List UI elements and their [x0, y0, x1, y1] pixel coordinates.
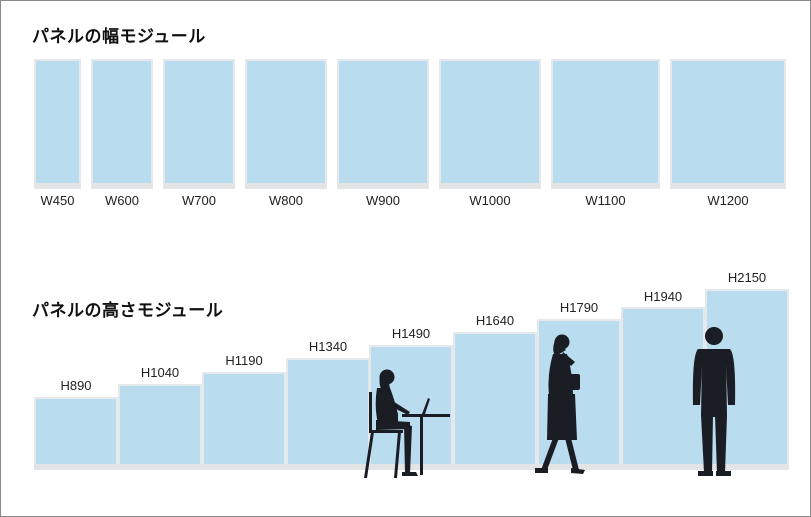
width-label: W700 — [182, 193, 216, 208]
height-label: H890 — [60, 378, 92, 393]
height-label: H1490 — [391, 326, 431, 341]
width-label: W1200 — [707, 193, 749, 208]
height-label: H1190 — [225, 353, 263, 368]
height-label: H1940 — [643, 289, 683, 304]
standing-man-silhouette — [692, 327, 736, 476]
width-label: W900 — [366, 193, 400, 208]
height-label: H1040 — [140, 365, 180, 380]
width-label: W1000 — [469, 193, 511, 208]
walking-woman-silhouette — [535, 334, 585, 474]
width-label: W800 — [269, 193, 303, 208]
width-label: W450 — [40, 193, 75, 208]
seated-woman-silhouette — [364, 369, 450, 478]
height-label: H2150 — [727, 270, 767, 285]
floor-base — [34, 464, 789, 470]
height-label: H1640 — [475, 313, 515, 328]
width-heading: パネルの幅モジュール — [32, 27, 206, 47]
height-label: H1340 — [308, 339, 348, 354]
height-label: H1790 — [559, 300, 599, 315]
height-heading: パネルの高さモジュール — [32, 301, 224, 321]
width-label: W600 — [105, 193, 139, 208]
width-label: W1100 — [585, 193, 626, 208]
